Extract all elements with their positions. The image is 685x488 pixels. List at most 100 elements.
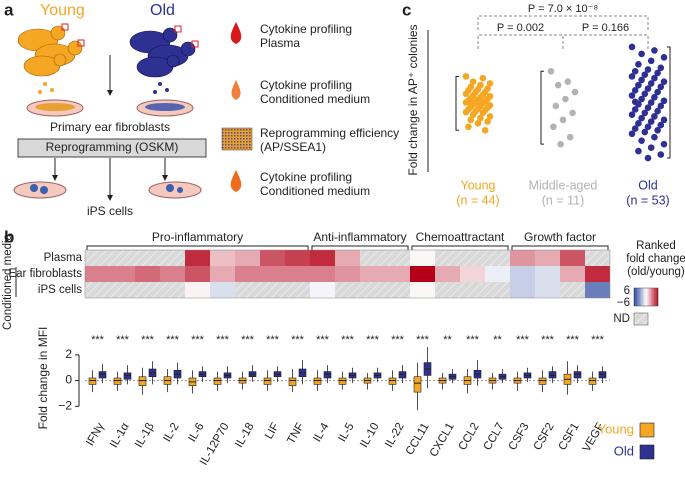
x-tick-label: IFNγ — [84, 421, 107, 448]
dot — [660, 116, 668, 124]
significance: ** — [493, 334, 502, 346]
dot — [654, 88, 661, 96]
significance: *** — [341, 334, 355, 346]
x-tick-label: IL-2 — [161, 421, 181, 444]
group-label: Chemoattractant — [416, 230, 505, 244]
heat-cell — [160, 250, 185, 266]
box — [313, 377, 322, 385]
significance: *** — [91, 334, 105, 346]
colorbar-step — [635, 288, 637, 306]
dot — [647, 57, 655, 65]
significance: *** — [316, 334, 330, 346]
dot — [462, 73, 470, 80]
heat-cell — [285, 282, 310, 298]
colorbar-step — [641, 288, 643, 306]
heat-cell — [535, 282, 560, 298]
heat-cell — [560, 250, 585, 266]
heat-cell — [310, 250, 335, 266]
nd-label: ND — [613, 313, 630, 325]
heat-cell — [535, 250, 560, 266]
dot — [635, 81, 642, 89]
heat-cell — [310, 266, 335, 282]
dot — [657, 151, 665, 158]
panel-label: b — [4, 227, 14, 246]
dot — [559, 116, 567, 124]
dot — [631, 125, 639, 132]
group-bracket — [511, 245, 609, 250]
heat-cell — [185, 266, 210, 282]
significance: *** — [216, 334, 230, 346]
dot — [641, 128, 649, 136]
colorbar-title: fold change — [626, 253, 685, 265]
heat-cell — [210, 282, 235, 298]
p-bracket — [477, 15, 649, 30]
significance: *** — [466, 334, 480, 346]
dot — [660, 54, 668, 61]
heat-cell — [585, 282, 610, 298]
group-label: Anti-inflammatory — [313, 230, 406, 244]
heat-cell — [110, 266, 135, 282]
range-bracket — [455, 75, 459, 131]
colorbar-step — [646, 288, 648, 306]
heat-cell — [235, 250, 260, 266]
group-label: Old — [638, 178, 658, 192]
dot — [660, 78, 668, 85]
heat-cell — [185, 282, 210, 298]
colorbar-step — [655, 288, 657, 306]
legend-line: Conditioned medium — [260, 184, 370, 198]
significance: *** — [291, 334, 305, 346]
heat-cell — [285, 266, 310, 282]
range-bracket — [667, 46, 671, 159]
significance: ** — [443, 334, 452, 346]
significance: *** — [141, 334, 155, 346]
x-tick-label: IL-4 — [311, 421, 332, 445]
y-axis-label: Fold change in AP⁺ colonies — [406, 24, 420, 175]
dot — [469, 111, 477, 118]
heat-cell — [310, 282, 335, 298]
colorbar-tick-label: 6 — [624, 285, 630, 297]
box — [598, 371, 607, 379]
dot — [628, 43, 636, 51]
dot — [651, 47, 658, 54]
dot — [647, 144, 655, 151]
legend-line: (AP/SSEA1) — [260, 140, 326, 154]
dot — [547, 67, 555, 75]
dot — [631, 87, 639, 94]
dot — [657, 64, 665, 72]
x-tick-label: IL-1β — [133, 421, 157, 450]
dot — [486, 113, 494, 120]
box — [573, 371, 582, 379]
heat-cell — [335, 282, 360, 298]
dot — [638, 137, 645, 144]
heat-cell — [160, 282, 185, 298]
colorbar-step — [653, 288, 655, 306]
box — [413, 376, 422, 393]
dot — [641, 109, 649, 117]
colorbar-step — [647, 288, 649, 306]
dot — [641, 90, 649, 98]
x-tick-label: IL-18 — [233, 421, 257, 450]
legend-line: Cytokine profiling — [260, 22, 352, 36]
nd-swatch — [633, 312, 649, 326]
heat-cell — [385, 282, 410, 298]
x-tick-label: CCL7 — [482, 421, 507, 452]
heat-cell — [410, 282, 435, 298]
dot — [462, 108, 470, 116]
dot — [628, 92, 636, 99]
dot — [638, 95, 645, 103]
heat-cell — [360, 266, 385, 282]
box — [388, 377, 397, 385]
step-box — [17, 138, 207, 158]
significance: *** — [116, 334, 130, 346]
dot — [647, 118, 655, 125]
young-label: Young — [40, 2, 85, 19]
p-value: P = 7.0 × 10⁻⁸ — [528, 3, 598, 15]
dot — [552, 102, 560, 110]
legend-line: Conditioned medium — [260, 92, 370, 106]
colorbar-step — [640, 288, 642, 306]
panel-a: a Young Old Primary ear fibrobl — [4, 0, 399, 218]
box — [288, 377, 297, 387]
legend-line: Reprogramming efficiency — [260, 126, 399, 140]
dot — [469, 78, 477, 85]
